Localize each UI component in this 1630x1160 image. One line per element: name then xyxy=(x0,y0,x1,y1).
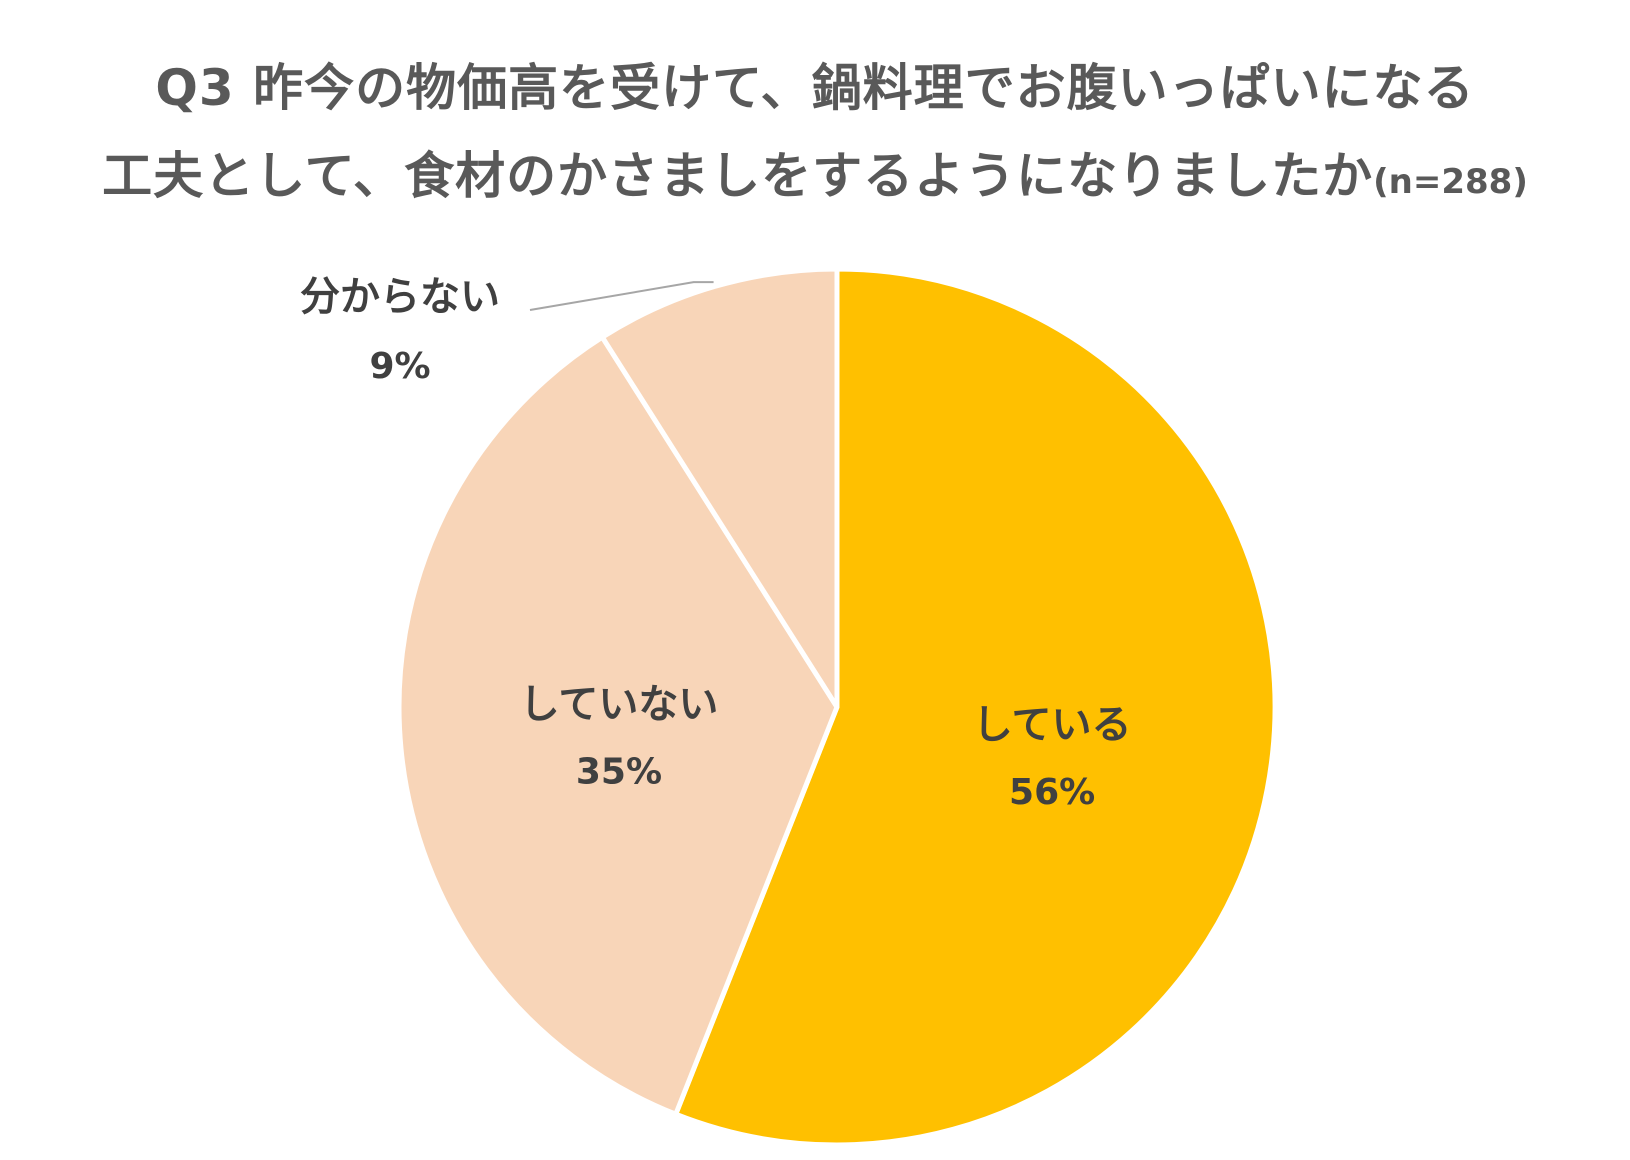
chart-title-line-2-text: 工夫として、食材のかさましをするようになりましたか xyxy=(102,147,1374,205)
chart-sample-size: (n=288) xyxy=(1373,162,1528,202)
slice-label-1: している xyxy=(973,702,1132,748)
pie-slice-2 xyxy=(396,334,840,1117)
chart-title-line-1: Q3 昨今の物価高を受けて、鍋料理でお腹いっぱいになる xyxy=(155,59,1475,117)
slice-label-2: していない xyxy=(520,682,719,728)
slice-label-3: 分からない xyxy=(300,274,500,320)
pie-slice-3 xyxy=(599,266,840,710)
slice-value-1: 56% xyxy=(1009,772,1095,813)
slice-value-3: 9% xyxy=(369,346,430,387)
chart-title-line-2: 工夫として、食材のかさましをするようになりましたか(n=288) xyxy=(0,136,1630,208)
slice-value-2: 35% xyxy=(576,752,662,793)
leader-line-3 xyxy=(529,281,714,311)
pie-slice-1 xyxy=(673,266,1278,1148)
